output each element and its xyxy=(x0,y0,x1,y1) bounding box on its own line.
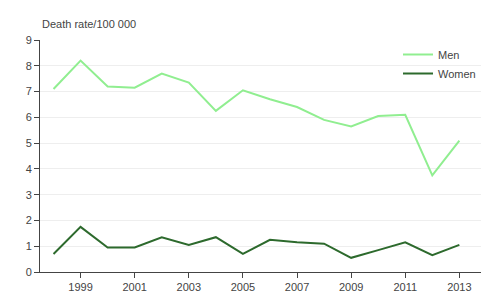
svg-text:9: 9 xyxy=(26,34,32,46)
svg-text:2001: 2001 xyxy=(122,281,146,293)
svg-text:2005: 2005 xyxy=(231,281,255,293)
svg-text:1: 1 xyxy=(26,240,32,252)
svg-text:Death rate/100 000: Death rate/100 000 xyxy=(42,18,136,30)
svg-text:8: 8 xyxy=(26,60,32,72)
svg-text:2013: 2013 xyxy=(447,281,471,293)
svg-text:2007: 2007 xyxy=(285,281,309,293)
svg-text:5: 5 xyxy=(26,137,32,149)
svg-text:1999: 1999 xyxy=(68,281,92,293)
svg-text:4: 4 xyxy=(26,163,32,175)
svg-text:6: 6 xyxy=(26,111,32,123)
svg-text:Women: Women xyxy=(438,68,476,80)
svg-text:3: 3 xyxy=(26,189,32,201)
svg-text:7: 7 xyxy=(26,85,32,97)
svg-text:2003: 2003 xyxy=(177,281,201,293)
svg-text:2011: 2011 xyxy=(393,281,417,293)
svg-text:2: 2 xyxy=(26,214,32,226)
svg-text:2009: 2009 xyxy=(339,281,363,293)
svg-text:0: 0 xyxy=(26,266,32,278)
svg-text:Men: Men xyxy=(438,49,459,61)
